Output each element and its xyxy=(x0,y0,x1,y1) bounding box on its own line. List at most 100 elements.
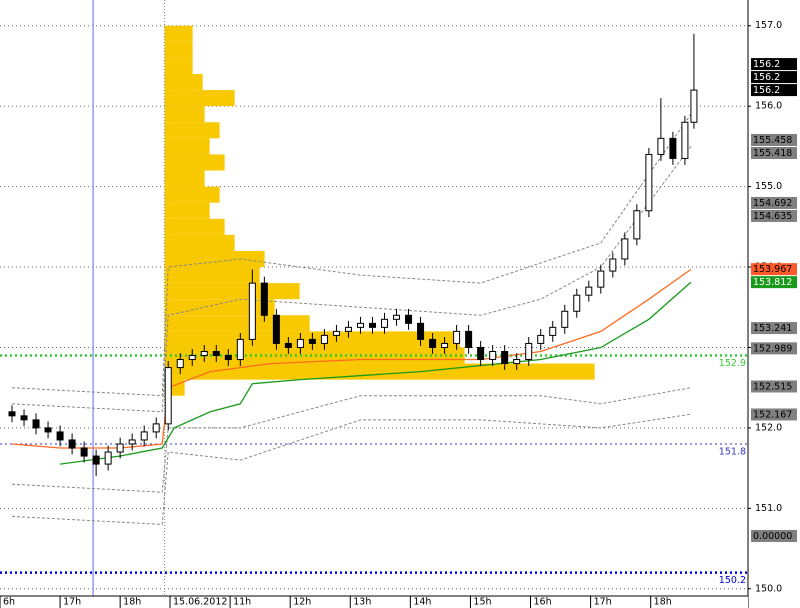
candle-body xyxy=(609,258,617,272)
candle-body xyxy=(44,427,52,433)
price-tag xyxy=(751,530,797,542)
level-label: 151.8 xyxy=(719,446,746,457)
candle-body xyxy=(92,455,100,465)
candle-body xyxy=(320,334,328,344)
x-tick-label: 15.06.2012 xyxy=(173,597,227,608)
candle-body xyxy=(8,411,16,417)
profile-bar xyxy=(164,25,193,42)
candle-body xyxy=(645,153,653,212)
x-tick-label: 17h xyxy=(63,597,81,608)
profile-bar xyxy=(164,106,205,123)
candle-body xyxy=(465,330,473,348)
level-label-bg xyxy=(724,445,748,457)
profile-bar xyxy=(164,267,260,284)
price-tag-label: 0.00000 xyxy=(753,531,792,542)
y-tick-label: 150.0 xyxy=(755,583,782,594)
x-tick-label: 6h xyxy=(3,597,15,608)
level-label: 150.2 xyxy=(719,575,746,586)
indicator-line xyxy=(11,113,692,397)
profile-bar xyxy=(164,122,220,139)
x-tick-label: 18h xyxy=(654,597,672,608)
price-tag-label: 153.241 xyxy=(753,323,792,334)
candle-body xyxy=(80,447,88,457)
price-tag xyxy=(751,58,797,71)
candle-body xyxy=(176,359,184,369)
candle-body xyxy=(525,342,533,361)
candle-body xyxy=(393,314,401,320)
indicator-line xyxy=(11,413,691,525)
level-label-bg xyxy=(724,574,748,586)
price-tag xyxy=(751,408,797,421)
price-tag-label: 152.515 xyxy=(753,381,792,392)
candle-body xyxy=(272,314,280,344)
candle-body xyxy=(212,350,220,357)
price-tag-label: 154.635 xyxy=(753,211,792,222)
x-tick-label: 17h xyxy=(594,597,612,608)
candle-body xyxy=(296,338,304,348)
candle-body xyxy=(224,355,232,361)
price-tag-label: 156.2 xyxy=(753,72,780,83)
candle-body xyxy=(56,431,64,441)
price-tag-label: 155.418 xyxy=(753,148,792,159)
y-tick-label: 156.0 xyxy=(755,101,782,112)
price-tag-label: 156.2 xyxy=(753,59,780,70)
price-tag xyxy=(751,322,797,335)
candle-body xyxy=(597,270,605,288)
y-tick-label: 157.0 xyxy=(755,20,782,31)
candle-body xyxy=(537,334,545,344)
x-tick-label: 11h xyxy=(233,597,251,608)
level-label-bg xyxy=(724,357,748,369)
profile-bar xyxy=(164,283,300,300)
level-label: 152.9 xyxy=(719,358,746,369)
price-tag xyxy=(751,196,797,209)
candle-body xyxy=(405,314,413,324)
candle-body xyxy=(501,350,509,365)
profile-bar xyxy=(164,41,193,58)
price-tag-label: 152.989 xyxy=(753,343,792,354)
profile-bar xyxy=(164,186,220,203)
candle-body xyxy=(690,89,698,123)
x-tick-label: 16h xyxy=(534,597,552,608)
indicator-line xyxy=(11,387,691,493)
candle-body xyxy=(308,338,316,344)
x-tick-label: 18h xyxy=(123,597,141,608)
y-tick-label: 155.0 xyxy=(755,181,782,192)
profile-bar xyxy=(164,154,225,171)
x-tick-label: 14h xyxy=(413,597,431,608)
candle-body xyxy=(104,451,112,465)
profile-bar xyxy=(164,234,235,251)
x-tick-label: 13h xyxy=(353,597,371,608)
profile-bar xyxy=(164,202,210,219)
x-tick-label: 15h xyxy=(473,597,491,608)
candle-body xyxy=(441,342,449,348)
profile-bar xyxy=(164,250,265,268)
candle-body xyxy=(116,443,124,453)
profile-bar xyxy=(164,57,193,74)
y-tick-label: 152.0 xyxy=(755,422,782,433)
indicator-line xyxy=(11,146,692,413)
price-tag xyxy=(751,209,797,222)
candle-body xyxy=(429,338,437,348)
candle-body xyxy=(368,322,376,328)
candle-body xyxy=(681,121,689,159)
candle-body xyxy=(68,439,76,449)
candle-body xyxy=(152,423,160,433)
candle-body xyxy=(20,415,28,421)
candle-body xyxy=(477,346,485,361)
profile-bar xyxy=(164,315,310,332)
candle-body xyxy=(164,367,172,425)
profile-bar xyxy=(164,363,595,380)
candle-body xyxy=(128,439,136,445)
candle-body xyxy=(284,342,292,348)
candle-body xyxy=(236,338,244,361)
candle-body xyxy=(453,330,461,344)
price-tag xyxy=(751,84,797,97)
candle-body xyxy=(549,326,557,336)
candle-body xyxy=(381,318,389,328)
candle-body xyxy=(332,330,340,336)
price-tag xyxy=(751,380,797,393)
price-tag xyxy=(751,263,797,276)
